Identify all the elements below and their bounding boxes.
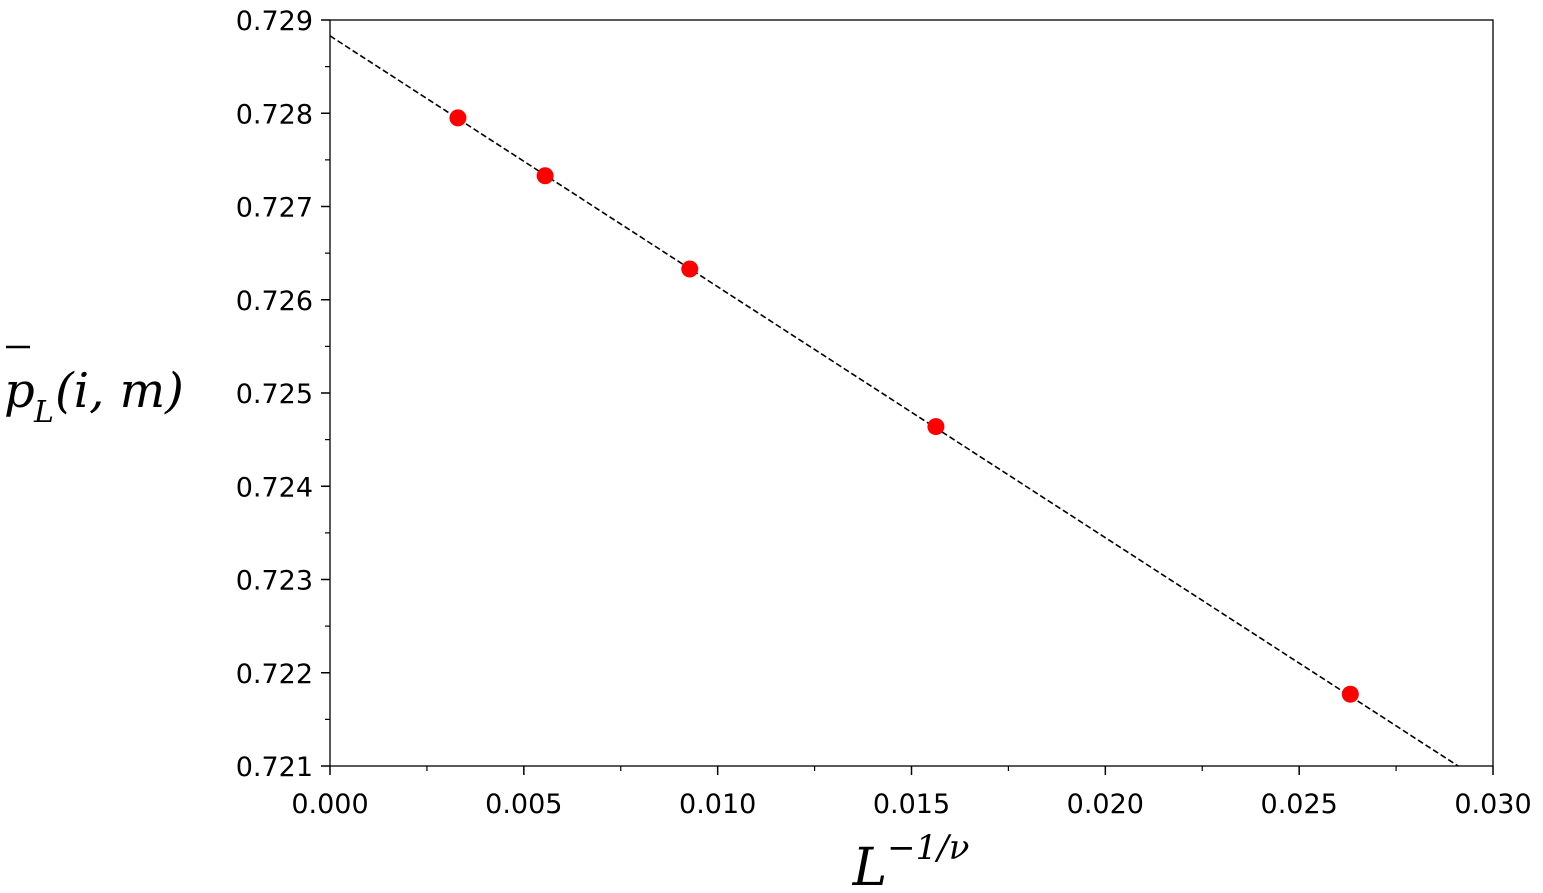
y-tick-label: 0.726 (236, 286, 313, 317)
y-label-args: (i, m) (55, 363, 184, 419)
y-tick-label: 0.723 (236, 566, 313, 597)
y-tick-label: 0.722 (236, 659, 313, 690)
data-point (681, 260, 699, 278)
y-axis: 0.721 0.722 0.723 0.724 0.725 0.726 0.727 0.728… (236, 6, 330, 783)
data-point (927, 418, 945, 436)
y-tick-label: 0.727 (236, 193, 313, 224)
x-tick-label: 0.000 (291, 789, 368, 820)
y-axis-label: p L (i, m) (4, 345, 184, 430)
y-tick-label: 0.721 (236, 752, 313, 783)
y-label-subscript: L (33, 395, 54, 430)
fit-line (330, 35, 1459, 766)
data-point (449, 109, 467, 127)
x-axis: 0.000 0.005 0.010 0.015 0.020 0.025 0.030 (291, 766, 1532, 820)
data-point (536, 167, 554, 185)
x-axis-label: L−1/ν (852, 828, 970, 893)
data-point (1341, 685, 1359, 703)
points-layer (449, 109, 1359, 703)
y-tick-label: 0.725 (236, 379, 313, 410)
x-tick-label: 0.015 (873, 789, 950, 820)
y-tick-label: 0.728 (236, 99, 313, 130)
x-tick-label: 0.010 (679, 789, 756, 820)
y-tick-label: 0.729 (236, 6, 313, 37)
x-tick-label: 0.005 (485, 789, 562, 820)
plot-area (329, 19, 1494, 767)
x-tick-label: 0.030 (1454, 789, 1531, 820)
y-label-symbol: p (4, 363, 35, 419)
x-tick-label: 0.025 (1261, 789, 1338, 820)
x-tick-label: 0.020 (1067, 789, 1144, 820)
fit-line-layer (330, 35, 1459, 766)
y-tick-label: 0.724 (236, 472, 313, 503)
